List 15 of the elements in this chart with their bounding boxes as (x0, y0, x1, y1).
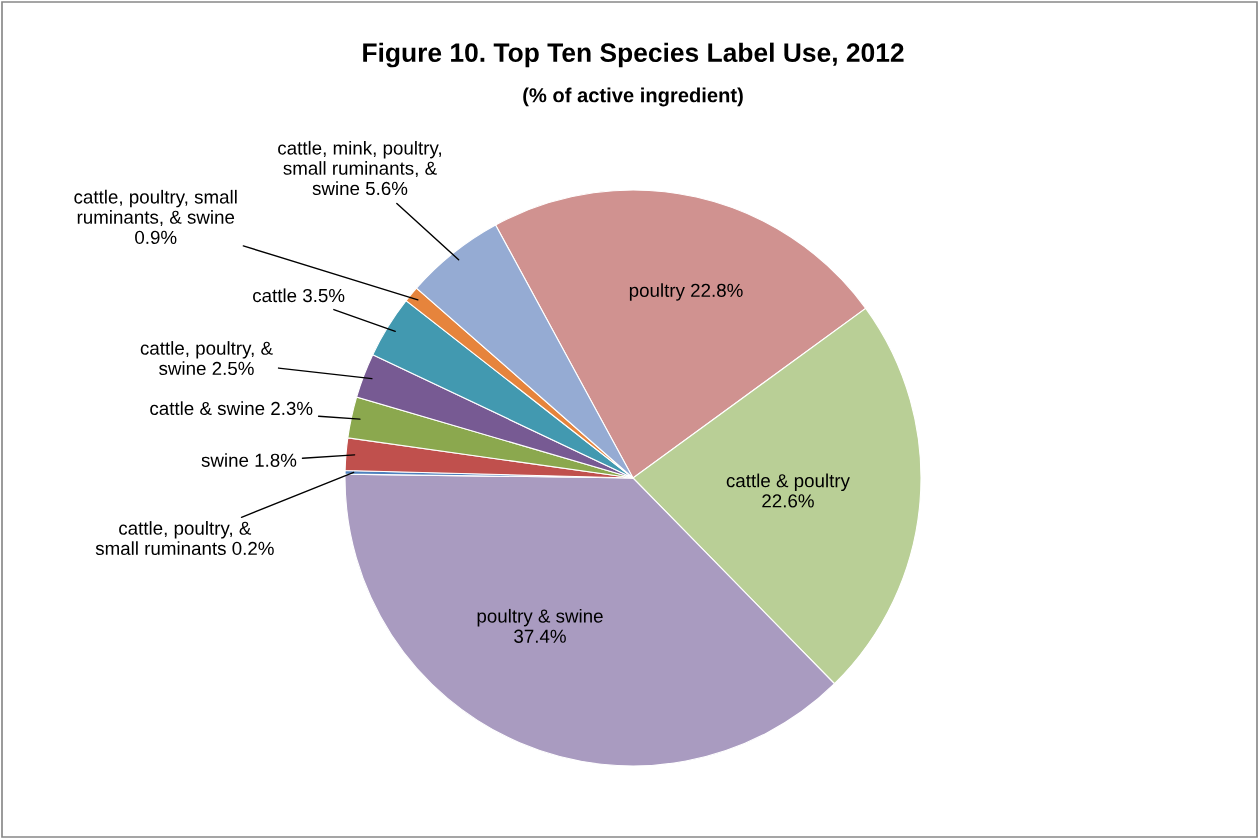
slice-label: cattle & swine 2.3% (150, 401, 313, 416)
chart-title: Figure 10. Top Ten Species Label Use, 2012 (363, 42, 904, 68)
slice-label: cattle, mink, poultry, small ruminants, & swine 5.6% (278, 140, 441, 196)
slice-label: cattle, poultry, small ruminants, & swine (74, 189, 237, 227)
slice-label: cattle 3.5% (253, 288, 345, 303)
data-label: 0.9% (135, 230, 177, 245)
slice-label: poultry 22.8% (629, 283, 743, 301)
slice-label: cattle & poultry (726, 473, 850, 492)
slice-label: cattle, poultry, & swine 2.5% (140, 341, 273, 376)
data-label: 22.6% (762, 494, 814, 508)
slice-label: cattle, poultry, & small ruminants 0.2% (95, 521, 274, 556)
slice-label: poultry & swine (477, 608, 603, 627)
chart-subtitle: (% of active ingredient) (523, 87, 743, 107)
data-label: 37.4% (514, 629, 566, 643)
slice-label: swine 1.8% (201, 453, 297, 467)
